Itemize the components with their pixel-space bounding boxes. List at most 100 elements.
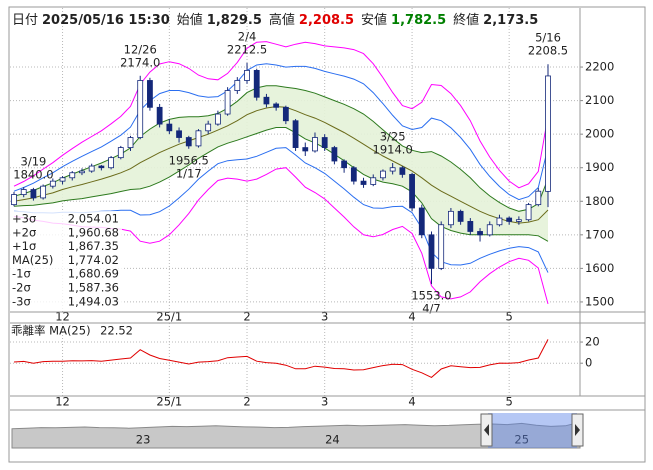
candle-body [108, 157, 114, 169]
candle-body [360, 180, 367, 185]
candle-body [263, 96, 270, 105]
x-tick-label: 3 [321, 395, 328, 409]
legend-name: MA(25) [12, 253, 53, 267]
candle-body [79, 170, 85, 174]
header-text: 日付 [12, 13, 39, 28]
y-tick-label: 1900 [585, 160, 614, 174]
navigator-handle-right[interactable] [571, 413, 584, 447]
legend-value: 1,867.35 [68, 239, 119, 253]
legend-name: -2σ [12, 281, 31, 295]
legend-name: -3σ [12, 294, 31, 308]
candle-body [341, 160, 348, 169]
header-text: 2025/05/16 15:30 [42, 13, 170, 28]
annotation-date: 2/4 [238, 29, 257, 43]
header-text: 2,208.5 [298, 13, 355, 28]
y-tick-label: 20 [585, 335, 600, 349]
candle-body [418, 207, 425, 236]
x-tick-label: 4 [408, 310, 415, 324]
candle-body [253, 70, 260, 98]
candle-body [59, 177, 66, 182]
candle-body [224, 90, 231, 115]
candle-body [127, 137, 134, 148]
legend-name: +3σ [12, 212, 36, 226]
header-text: 2,173.5 [483, 13, 539, 28]
handle-arrow [484, 424, 489, 436]
legend-name: +2σ [12, 225, 36, 239]
x-tick-label: 5 [505, 310, 512, 324]
candle-body [370, 177, 377, 185]
x-tick-label: 25/1 [156, 395, 182, 409]
candle-body [11, 194, 17, 206]
candle-body [282, 106, 289, 122]
candle-body [185, 137, 192, 147]
candle-body [147, 80, 153, 108]
header-text: 高値 [268, 13, 295, 28]
y-tick-label: 2000 [585, 127, 614, 141]
y-tick-label: 2200 [585, 60, 614, 74]
candle-body [195, 130, 202, 147]
y-tick-label: 0 [585, 356, 592, 370]
header: 日付 2025/05/16 15:30 始値 1,829.5 高値 2,208.5 安値 1,… [12, 9, 545, 28]
x-tick-label: 12 [55, 395, 70, 409]
band-fill [14, 85, 548, 242]
annotation-value: 2174.0 [120, 55, 160, 69]
candle-body [535, 190, 542, 206]
navigator-label: 25 [514, 433, 529, 447]
navigator-area [11, 421, 581, 449]
annotation-date: 3/25 [380, 130, 406, 144]
navigator-selection[interactable] [488, 413, 577, 448]
legend-value: 1,587.36 [68, 281, 119, 295]
header-text: 終値 [453, 13, 480, 28]
navigator-handle-left[interactable] [480, 413, 493, 447]
handle-arrow [575, 424, 580, 436]
candle-body [525, 204, 532, 221]
candle-body [20, 189, 27, 195]
header-text: 1,829.5 [206, 13, 262, 28]
x-tick-label: 2 [243, 310, 250, 324]
candle-body [156, 106, 163, 125]
candle-body [457, 210, 464, 222]
x-tick-label: 5 [505, 395, 512, 409]
annotation-date: 5/16 [535, 31, 561, 45]
candle-body [166, 123, 173, 132]
candle-body [438, 224, 445, 269]
candle-body [176, 130, 182, 138]
annotation-value: 2212.5 [227, 42, 267, 56]
candle-body [486, 224, 493, 236]
navigator-label: 23 [136, 433, 151, 447]
header-text: 安値 [361, 13, 388, 28]
candle-body [137, 80, 144, 138]
candle-body [477, 231, 483, 236]
candle-body [234, 80, 241, 91]
candle-body [389, 167, 396, 172]
x-tick-label: 12 [55, 310, 70, 324]
candle-body [350, 167, 357, 182]
candle-body [49, 180, 56, 187]
candle-body [244, 70, 250, 81]
legend-value: 1,680.69 [68, 267, 119, 281]
candle-body [312, 137, 318, 152]
band-line [13, 41, 549, 189]
navigator-label: 24 [325, 433, 340, 447]
band-line [13, 127, 549, 242]
panel-value: 22.52 [100, 324, 133, 338]
candle-body [496, 217, 503, 226]
legend-value: 2,054.01 [68, 212, 119, 226]
annotation-value: 2208.5 [528, 44, 568, 58]
deviation-line [13, 339, 549, 378]
band-line [13, 85, 549, 212]
candle-body [380, 170, 386, 179]
candle-body [88, 165, 95, 172]
candle-body [40, 185, 47, 199]
annotation-date: 4/7 [422, 302, 441, 316]
candle-body [69, 172, 76, 179]
y-tick-label: 2100 [585, 93, 614, 107]
candle-body [117, 147, 124, 159]
candle-body [515, 219, 522, 222]
candle-body [30, 189, 37, 199]
candle-body [409, 174, 415, 209]
x-tick-label: 2 [243, 395, 250, 409]
legend-name: -1σ [12, 267, 31, 281]
legend-value: 1,494.03 [68, 294, 119, 308]
annotation-value: 1553.0 [411, 289, 451, 303]
